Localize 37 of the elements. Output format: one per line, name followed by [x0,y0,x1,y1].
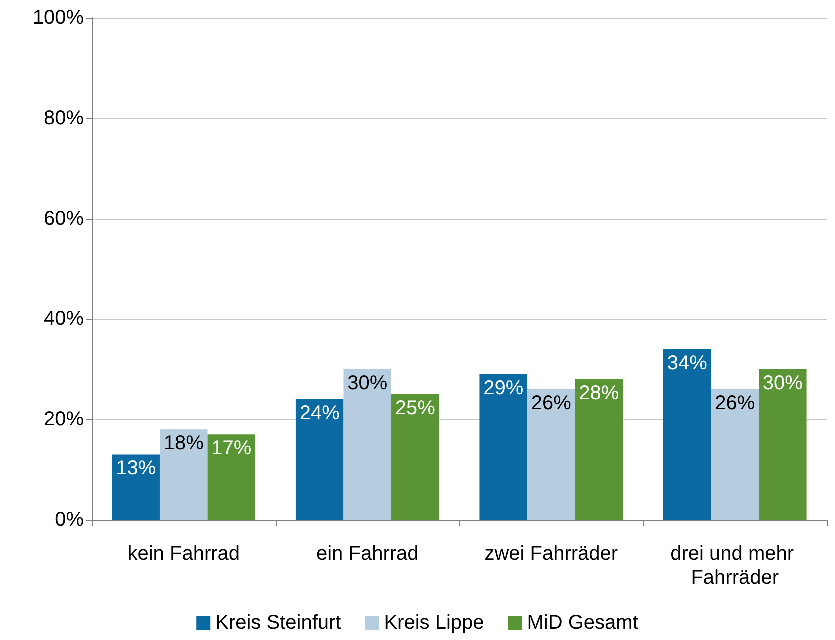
data-label: 28% [579,382,620,404]
x-tick-label: kein Fahrrad [128,543,240,565]
bar [344,369,392,520]
data-label: 25% [395,398,436,420]
bar [480,374,528,520]
x-tick-label: zwei Fahrräder [484,543,618,565]
legend-label: Kreis Steinfurt [216,612,342,634]
data-label: 24% [300,402,340,425]
bar [575,379,624,520]
bar [711,389,760,520]
x-tick-label: drei und mehr Fahrräder [670,543,800,589]
bar [112,454,160,520]
data-label: 34% [667,352,708,374]
bar [759,369,807,520]
bar [392,394,440,520]
data-label: 30% [762,372,804,394]
bar [527,389,576,520]
data-label: 29% [484,377,524,400]
y-tick-label: 100% [32,7,84,29]
y-tick-label: 20% [44,408,84,431]
data-label: 26% [715,392,756,414]
data-label: 13% [116,458,156,480]
data-label: 17% [212,438,252,460]
bar [160,430,208,520]
legend-label: MiD Gesamt [527,612,639,634]
legend-label: Kreis Lippe [384,612,484,634]
y-tick-label: 80% [44,107,84,130]
bar [296,400,344,520]
y-tick-label: 60% [44,208,84,230]
bar [208,434,256,520]
y-tick-label: 40% [44,308,84,330]
bar [663,349,712,520]
y-tick-label: 0% [55,509,84,531]
x-tick-label: ein Fahrrad [316,543,419,565]
data-label: 26% [531,392,572,414]
data-label: 18% [164,432,204,455]
data-label: 30% [348,372,388,394]
